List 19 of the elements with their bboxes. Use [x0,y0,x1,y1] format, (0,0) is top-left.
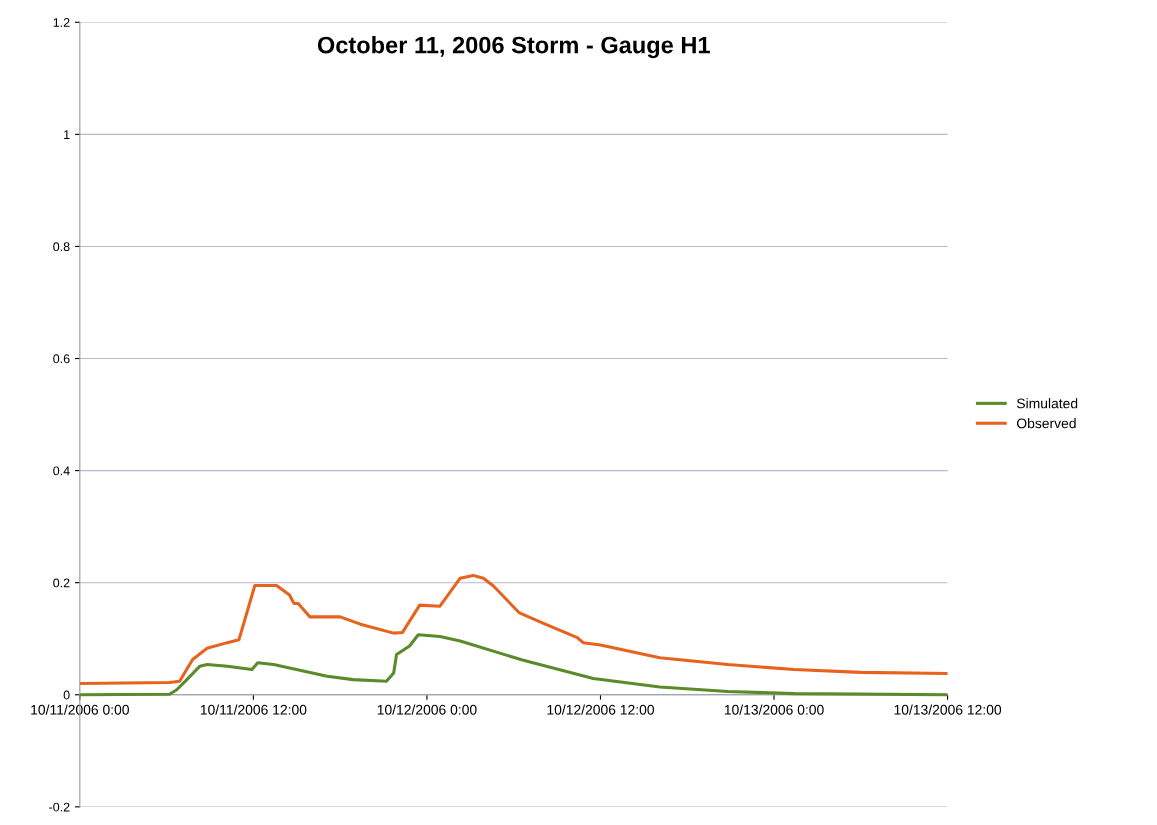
y-tick-label: 0.4 [53,466,70,476]
x-tick-label: 10/11/2006 0:00 [31,704,129,715]
legend-label: Observed [1016,418,1076,429]
line-series [79,633,948,697]
y-tick-label: 1.2 [53,18,70,27]
y-tick-label: 0.6 [53,354,70,364]
x-tick-label: 10/13/2006 12:00 [894,704,1002,715]
y-tick-label: 0.8 [53,242,70,252]
y-tick-label: -0.2 [49,802,70,812]
y-tick-label: 1 [64,130,70,139]
x-tick-label: 10/11/2006 12:00 [200,704,307,715]
line-series [79,573,948,686]
x-tick-label: 10/12/2006 12:00 [547,704,655,715]
legend-label: Simulated [1016,398,1078,409]
y-tick-label: 0.2 [53,578,70,588]
y-tick-label: 0 [63,690,70,700]
text: October 11, 2006 Storm - Gauge H1 [317,36,710,59]
x-tick-label: 10/13/2006 0:00 [724,704,824,715]
x-tick-label: 10/12/2006 0:00 [377,704,477,715]
